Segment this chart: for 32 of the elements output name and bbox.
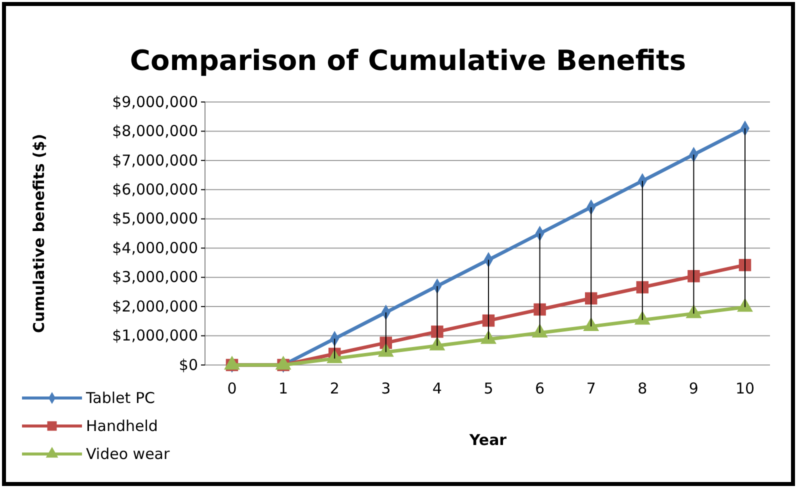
y-tick-label: $6,000,000 [112, 180, 198, 198]
legend-label: Handheld [86, 417, 158, 435]
legend-label: Tablet PC [85, 389, 155, 407]
y-tick-label: $2,000,000 [112, 297, 198, 316]
y-tick-label: $3,000,000 [112, 268, 198, 286]
point [688, 270, 700, 282]
point [431, 326, 444, 338]
x-axis-title: Year [468, 431, 508, 449]
x-tick-label: 2 [330, 380, 340, 398]
x-tick-label: 8 [638, 380, 648, 398]
legend-label: Video wear [86, 445, 170, 463]
x-tick-label: 6 [535, 380, 545, 398]
y-tick-label: $9,000,000 [112, 92, 198, 111]
point [534, 303, 546, 316]
y-tick-label: $1,000,000 [112, 326, 198, 345]
x-tick-label: 5 [484, 380, 494, 398]
point [584, 292, 598, 304]
x-tick-label: 4 [432, 380, 442, 398]
x-tick-label: 9 [688, 380, 698, 398]
y-tick-label: $5,000,000 [112, 210, 198, 228]
point [636, 281, 649, 294]
x-tick-label: 3 [381, 380, 391, 398]
x-tick-label: 1 [278, 380, 288, 398]
y-axis-title: Cumulative benefits ($) [30, 134, 48, 334]
x-tick-label: 7 [586, 380, 596, 398]
x-tick-label: 0 [227, 380, 237, 398]
chart-title: Comparison of Cumulative Benefits [130, 44, 686, 77]
y-tick-label: $8,000,000 [112, 122, 198, 140]
y-tick-label: $7,000,000 [112, 151, 198, 170]
y-tick-label: $0 [178, 356, 198, 374]
x-tick-label: 10 [735, 380, 755, 398]
y-tick-label: $4,000,000 [112, 238, 198, 257]
